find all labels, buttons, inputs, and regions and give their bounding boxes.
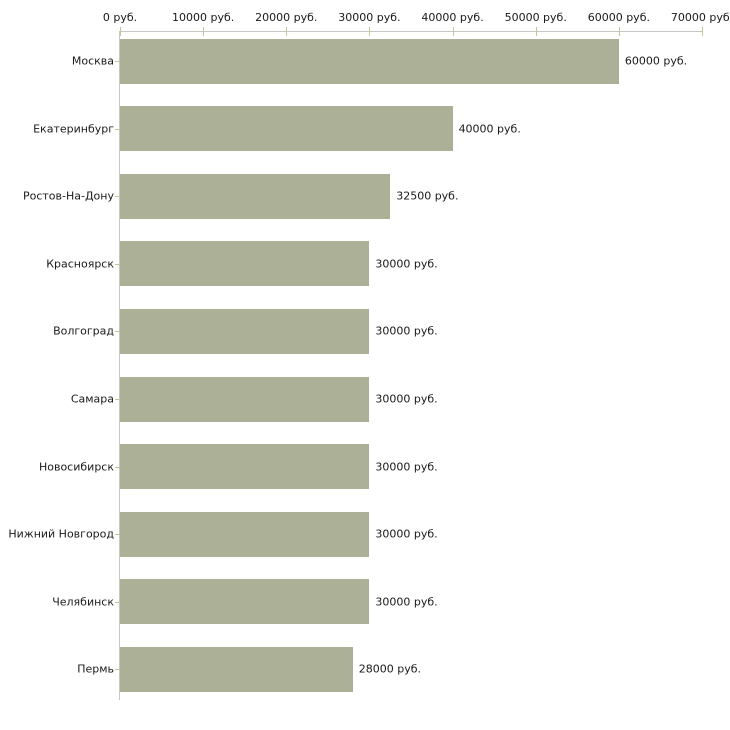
- category-label: Москва: [71, 54, 114, 68]
- category-label: Пермь: [77, 662, 114, 676]
- y-axis-tick: [115, 196, 121, 198]
- y-axis-tick: [115, 128, 121, 130]
- category-label: Нижний Новгород: [8, 527, 114, 541]
- category-label: Волгоград: [53, 324, 114, 338]
- bar: [120, 579, 370, 625]
- bar: [120, 646, 353, 692]
- y-axis-tick: [115, 601, 121, 603]
- category-label: Самара: [70, 392, 114, 406]
- bar-value-label: 30000 руб.: [375, 460, 438, 474]
- bar-value-label: 30000 руб.: [375, 595, 438, 609]
- x-axis-tick-label: 10000 руб.: [172, 11, 235, 24]
- y-axis-tick: [115, 263, 121, 265]
- bar-value-label: 30000 руб.: [375, 324, 438, 338]
- category-label: Новосибирск: [38, 460, 114, 474]
- bar-value-label: 60000 руб.: [624, 54, 688, 68]
- x-axis-line: [120, 31, 703, 32]
- bar: [120, 308, 370, 354]
- bar-value-label: 30000 руб.: [375, 392, 438, 406]
- x-axis-tick-label: 30000 руб.: [338, 11, 401, 24]
- x-axis-tick: [369, 27, 371, 36]
- y-axis-tick: [115, 61, 121, 62]
- x-axis-tick-label: 40000 руб.: [421, 11, 484, 24]
- x-axis-tick: [203, 27, 205, 36]
- y-axis-tick: [115, 669, 121, 671]
- x-axis-tick: [286, 27, 288, 36]
- category-label: Челябинск: [52, 595, 114, 609]
- x-axis-tick: [702, 27, 703, 36]
- y-axis-tick: [115, 534, 121, 536]
- x-axis-tick: [452, 27, 454, 36]
- bar: [120, 173, 391, 219]
- bar-value-label: 40000 руб.: [458, 122, 521, 136]
- x-axis-tick: [535, 27, 537, 36]
- y-axis-tick: [115, 399, 121, 400]
- bar: [120, 106, 453, 152]
- category-label: Ростов-На-Дону: [22, 189, 114, 203]
- category-label: Красноярск: [46, 257, 114, 271]
- x-axis-tick: [618, 27, 620, 36]
- bar: [120, 444, 370, 490]
- y-axis-tick: [115, 331, 121, 333]
- x-axis-tick-label: 0 руб.: [102, 11, 138, 24]
- x-axis-tick-label: 50000 руб.: [504, 11, 567, 24]
- bar-value-label: 32500 руб.: [396, 189, 459, 203]
- y-axis-line: [119, 31, 120, 700]
- x-axis-tick-label: 20000 руб.: [255, 11, 318, 24]
- x-axis-tick: [120, 27, 121, 36]
- bar: [120, 38, 619, 84]
- bar: [120, 511, 370, 557]
- bar: [120, 241, 370, 287]
- bar-value-label: 30000 руб.: [375, 257, 438, 271]
- bar: [120, 376, 370, 422]
- x-axis-tick-label: 70000 руб.: [670, 11, 730, 24]
- y-axis-tick: [115, 466, 121, 468]
- bar-value-label: 28000 руб.: [358, 662, 422, 676]
- category-label: Екатеринбург: [33, 122, 114, 136]
- x-axis-tick-label: 60000 руб.: [587, 11, 650, 24]
- bar-value-label: 30000 руб.: [375, 527, 438, 541]
